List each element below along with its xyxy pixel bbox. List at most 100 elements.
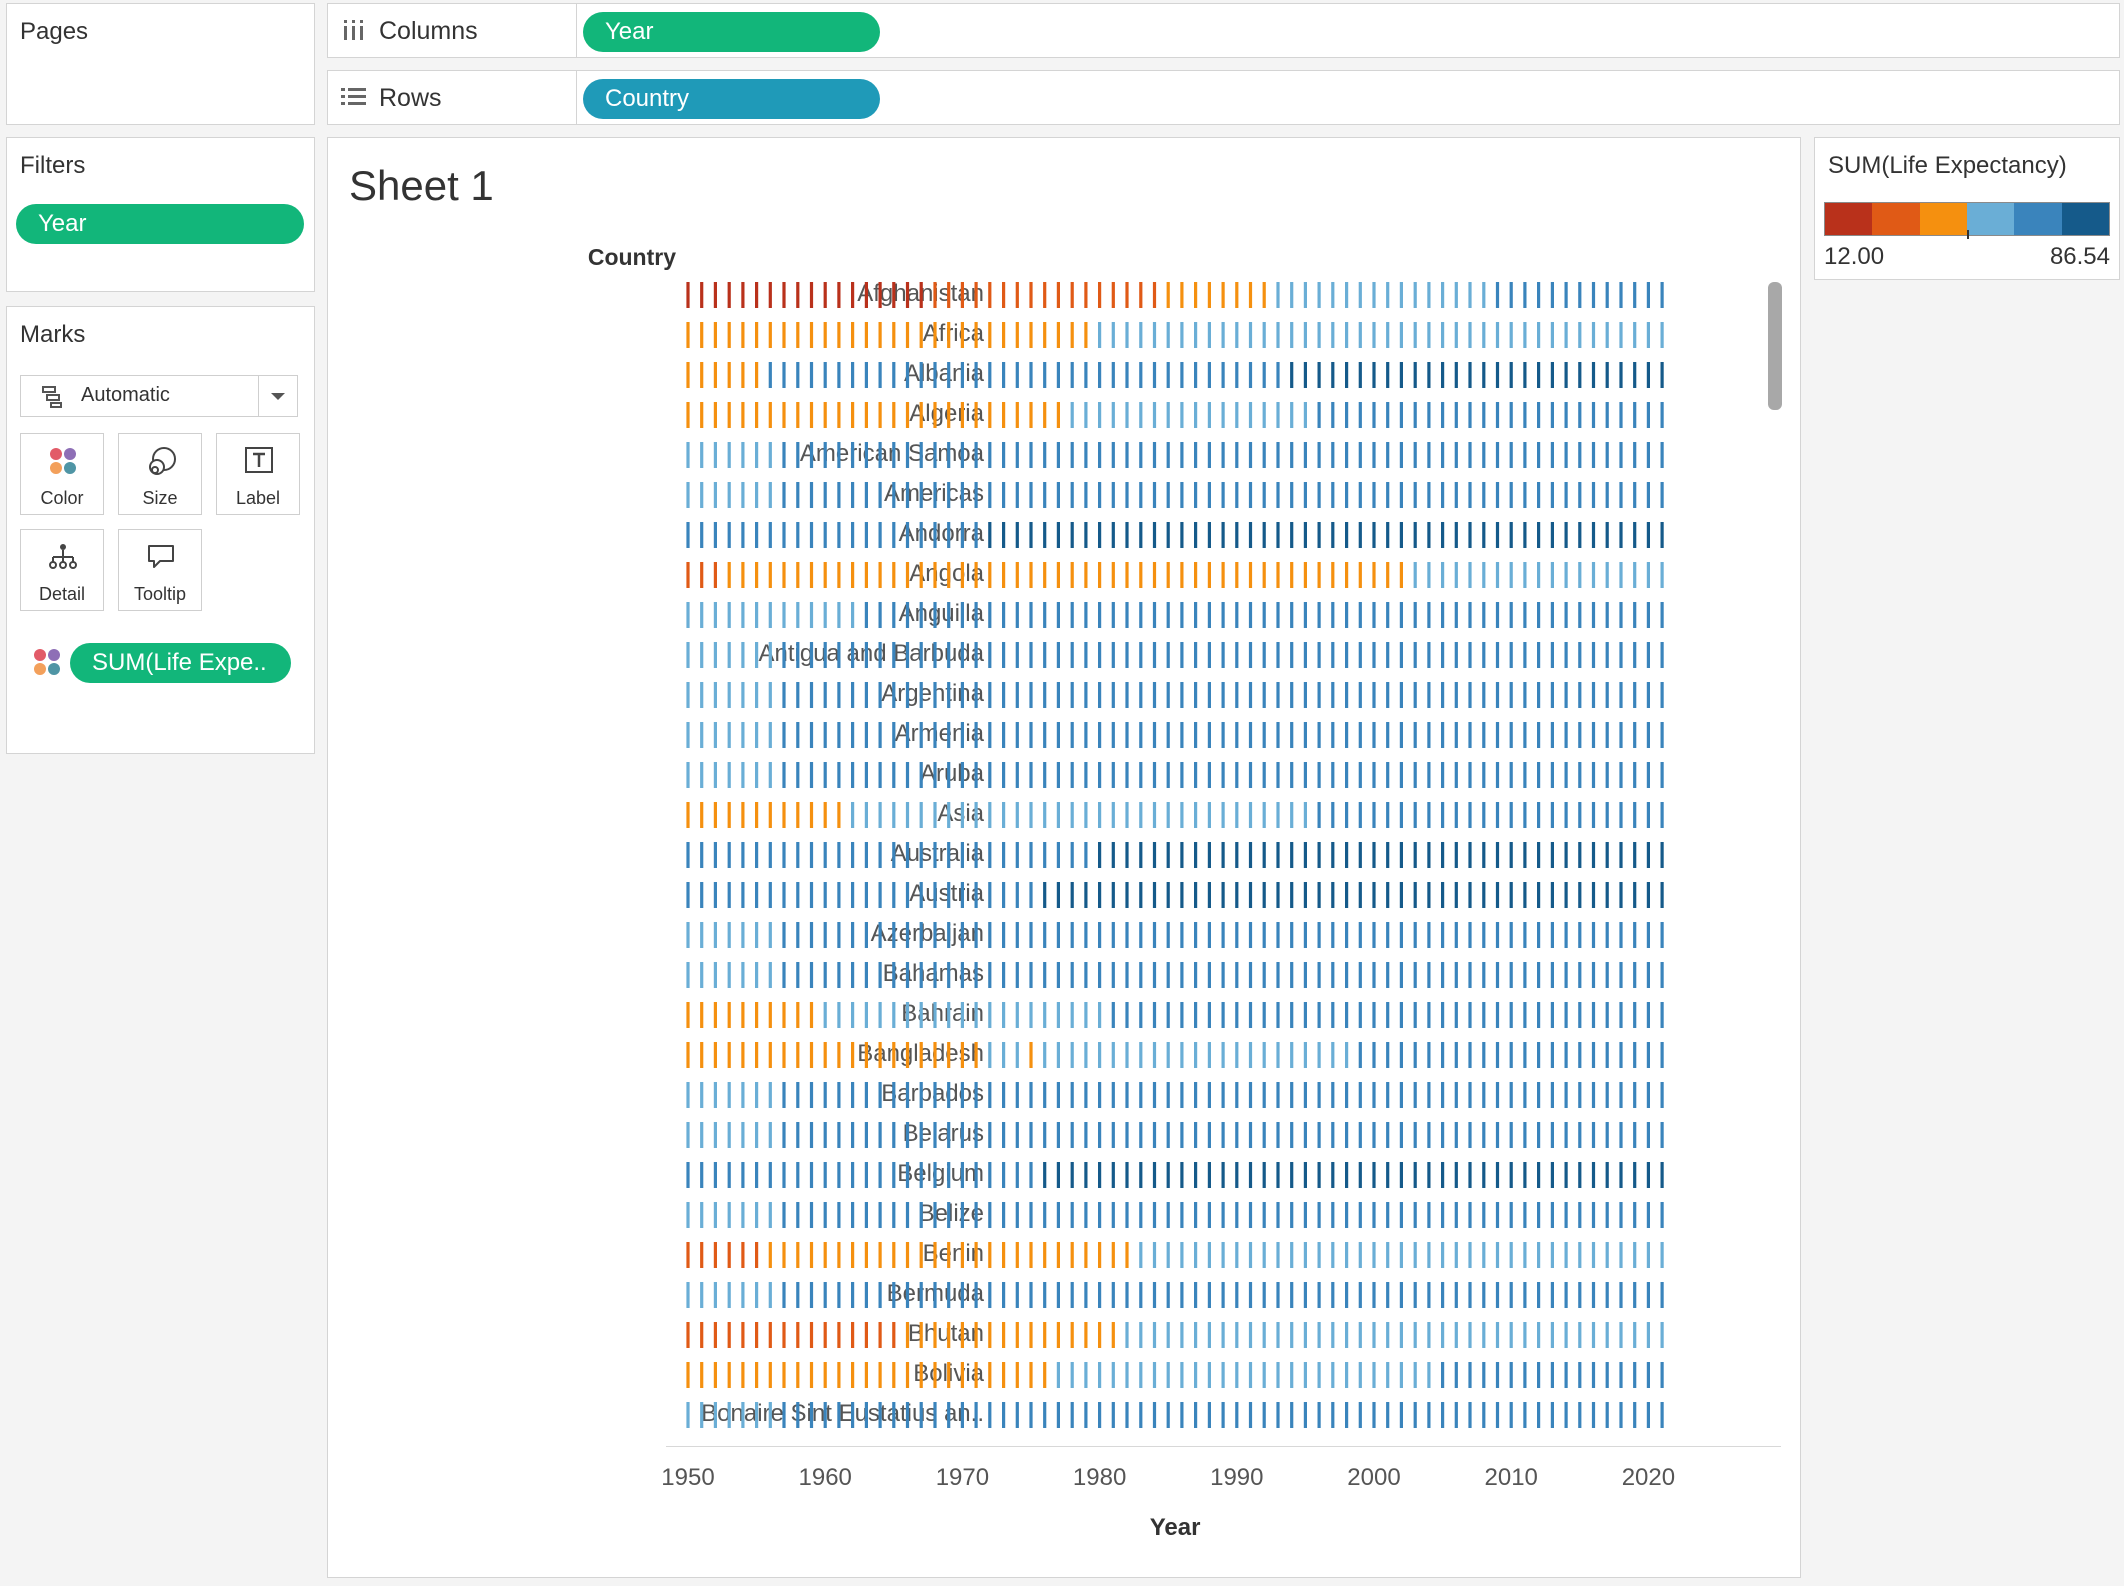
heatmap-cell[interactable] (1207, 802, 1211, 828)
heatmap-cell[interactable] (933, 322, 937, 348)
heatmap-cell[interactable] (1591, 522, 1596, 548)
heatmap-cell[interactable] (1303, 1122, 1307, 1148)
heatmap-cell[interactable] (1262, 1402, 1266, 1428)
heatmap-cell[interactable] (1194, 1242, 1198, 1268)
heatmap-cell[interactable] (755, 442, 759, 468)
heatmap-cell[interactable] (713, 842, 717, 868)
heatmap-cell[interactable] (1578, 802, 1582, 828)
heatmap-cell[interactable] (823, 442, 827, 468)
heatmap-cell[interactable] (974, 722, 978, 748)
heatmap-cell[interactable] (1509, 1082, 1513, 1108)
heatmap-cell[interactable] (755, 1042, 759, 1068)
heatmap-cell[interactable] (1317, 362, 1321, 388)
heatmap-cell[interactable] (988, 282, 992, 308)
heatmap-cell[interactable] (1248, 922, 1253, 948)
heatmap-cell[interactable] (1331, 402, 1335, 428)
heatmap-cell[interactable] (1345, 442, 1349, 468)
heatmap-cell[interactable] (1468, 882, 1472, 908)
heatmap-cell[interactable] (1262, 482, 1266, 508)
heatmap-cell[interactable] (796, 1202, 800, 1228)
heatmap-cell[interactable] (1262, 682, 1266, 708)
heatmap-cell[interactable] (837, 602, 841, 628)
heatmap-cell[interactable] (1262, 1202, 1266, 1228)
heatmap-cell[interactable] (1056, 1042, 1060, 1068)
heatmap-cell[interactable] (1276, 642, 1280, 668)
heatmap-cell[interactable] (1056, 802, 1060, 828)
heatmap-cell[interactable] (1550, 482, 1554, 508)
heatmap-cell[interactable] (1070, 1162, 1074, 1188)
heatmap-cell[interactable] (960, 682, 964, 708)
heatmap-cell[interactable] (947, 522, 951, 548)
heatmap-cell[interactable] (1550, 722, 1554, 748)
heatmap-cell[interactable] (1235, 1282, 1239, 1308)
heatmap-cell[interactable] (892, 482, 896, 508)
heatmap-cell[interactable] (1509, 922, 1513, 948)
heatmap-cell[interactable] (1125, 1002, 1129, 1028)
heatmap-cell[interactable] (947, 1202, 951, 1228)
heatmap-cell[interactable] (1029, 1402, 1033, 1428)
heatmap-cell[interactable] (686, 602, 690, 628)
heatmap-cell[interactable] (1509, 842, 1513, 868)
heatmap-cell[interactable] (1290, 482, 1294, 508)
heatmap-cell[interactable] (1098, 442, 1102, 468)
heatmap-cell[interactable] (974, 842, 978, 868)
heatmap-cell[interactable] (1345, 1242, 1349, 1268)
heatmap-cell[interactable] (851, 1402, 855, 1428)
heatmap-cell[interactable] (1331, 362, 1335, 388)
heatmap-cell[interactable] (1386, 1042, 1390, 1068)
heatmap-cell[interactable] (1482, 322, 1486, 348)
heatmap-cell[interactable] (1235, 1082, 1239, 1108)
heatmap-cell[interactable] (919, 442, 923, 468)
heatmap-cell[interactable] (1290, 362, 1294, 388)
heatmap-cell[interactable] (1290, 762, 1294, 788)
heatmap-cell[interactable] (1303, 1322, 1307, 1348)
heatmap-cell[interactable] (1303, 602, 1307, 628)
heatmap-cell[interactable] (768, 482, 772, 508)
heatmap-cell[interactable] (1139, 642, 1143, 668)
heatmap-cell[interactable] (1509, 682, 1513, 708)
heatmap-cell[interactable] (1564, 1162, 1568, 1188)
heatmap-cell[interactable] (1276, 722, 1280, 748)
heatmap-cell[interactable] (1029, 1242, 1033, 1268)
heatmap-cell[interactable] (1317, 682, 1321, 708)
heatmap-cell[interactable] (933, 1362, 937, 1388)
heatmap-cell[interactable] (1070, 1202, 1074, 1228)
heatmap-cell[interactable] (1399, 722, 1403, 748)
heatmap-cell[interactable] (1152, 1402, 1157, 1428)
heatmap-cell[interactable] (1386, 1002, 1390, 1028)
heatmap-cell[interactable] (1619, 482, 1623, 508)
heatmap-cell[interactable] (1468, 1402, 1472, 1428)
heatmap-cell[interactable] (1221, 1322, 1225, 1348)
heatmap-cell[interactable] (960, 1002, 964, 1028)
heatmap-cell[interactable] (1043, 1122, 1047, 1148)
row-label[interactable]: Barbados (881, 1080, 984, 1107)
heatmap-cell[interactable] (960, 1082, 964, 1108)
heatmap-cell[interactable] (919, 402, 923, 428)
heatmap-cell[interactable] (1303, 282, 1307, 308)
row-label[interactable]: Africa (922, 320, 984, 347)
heatmap-cell[interactable] (1345, 802, 1349, 828)
heatmap-cell[interactable] (1029, 1362, 1033, 1388)
heatmap-cell[interactable] (892, 1202, 896, 1228)
heatmap-cell[interactable] (1290, 722, 1294, 748)
heatmap-cell[interactable] (1290, 1002, 1294, 1028)
heatmap-cell[interactable] (1056, 402, 1060, 428)
heatmap-cell[interactable] (960, 1402, 964, 1428)
heatmap-cell[interactable] (823, 962, 827, 988)
heatmap-cell[interactable] (1358, 522, 1362, 548)
heatmap-cell[interactable] (1646, 722, 1650, 748)
heatmap-cell[interactable] (892, 1282, 896, 1308)
heatmap-cell[interactable] (1468, 482, 1472, 508)
heatmap-cell[interactable] (960, 562, 964, 588)
heatmap-cell[interactable] (1043, 802, 1047, 828)
heatmap-cell[interactable] (1331, 1162, 1335, 1188)
heatmap-cell[interactable] (1084, 362, 1088, 388)
heatmap-cell[interactable] (1537, 442, 1541, 468)
heatmap-cell[interactable] (1139, 282, 1143, 308)
heatmap-cell[interactable] (1002, 602, 1006, 628)
heatmap-cell[interactable] (1180, 602, 1184, 628)
heatmap-cell[interactable] (1578, 842, 1582, 868)
country-row-header[interactable]: Country (587, 244, 676, 270)
heatmap-cell[interactable] (1509, 402, 1513, 428)
heatmap-cell[interactable] (1537, 602, 1541, 628)
